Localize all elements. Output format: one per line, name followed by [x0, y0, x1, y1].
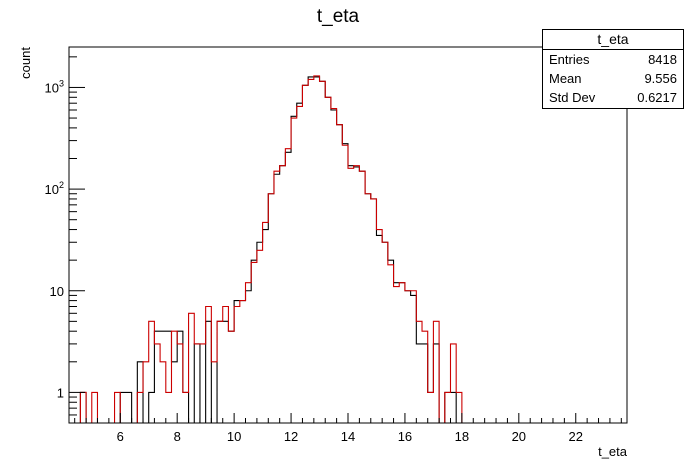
stats-value: 8418	[648, 52, 677, 67]
stats-value: 9.556	[644, 71, 677, 86]
series-line-1	[69, 75, 627, 424]
stats-label: Entries	[549, 52, 590, 67]
x-tick-label: 16	[398, 429, 412, 444]
stats-label: Mean	[549, 71, 582, 86]
stats-row-stddev: Std Dev 0.6217	[543, 88, 683, 107]
stats-label: Std Dev	[549, 90, 596, 105]
series-layer	[69, 75, 627, 424]
stats-title: t_eta	[543, 30, 683, 50]
y-tick-label: 10	[50, 284, 64, 299]
x-tick-label: 12	[284, 429, 298, 444]
y-axis: 1 10 102 103	[45, 56, 85, 424]
x-tick-label: 8	[174, 429, 181, 444]
y-tick-label: 103	[45, 78, 64, 95]
x-tick-label: 6	[117, 429, 124, 444]
x-tick-label: 22	[569, 429, 583, 444]
y-tick-label: 1	[57, 385, 64, 400]
chart-title: t_eta	[317, 6, 360, 27]
x-axis: 6 8 10 12 14 16 18 20 22	[74, 413, 622, 444]
stats-row-entries: Entries 8418	[543, 50, 683, 69]
stats-value: 0.6217	[637, 90, 677, 105]
y-axis-label: count	[18, 47, 33, 79]
stats-row-mean: Mean 9.556	[543, 69, 683, 88]
stats-box: t_eta Entries 8418 Mean 9.556 Std Dev 0.…	[542, 29, 684, 109]
x-axis-label: t_eta	[598, 444, 628, 459]
series-line-0	[69, 76, 627, 424]
x-tick-label: 10	[227, 429, 241, 444]
y-tick-label: 102	[45, 180, 64, 197]
x-tick-label: 20	[512, 429, 526, 444]
x-tick-label: 18	[455, 429, 469, 444]
x-tick-label: 14	[341, 429, 355, 444]
